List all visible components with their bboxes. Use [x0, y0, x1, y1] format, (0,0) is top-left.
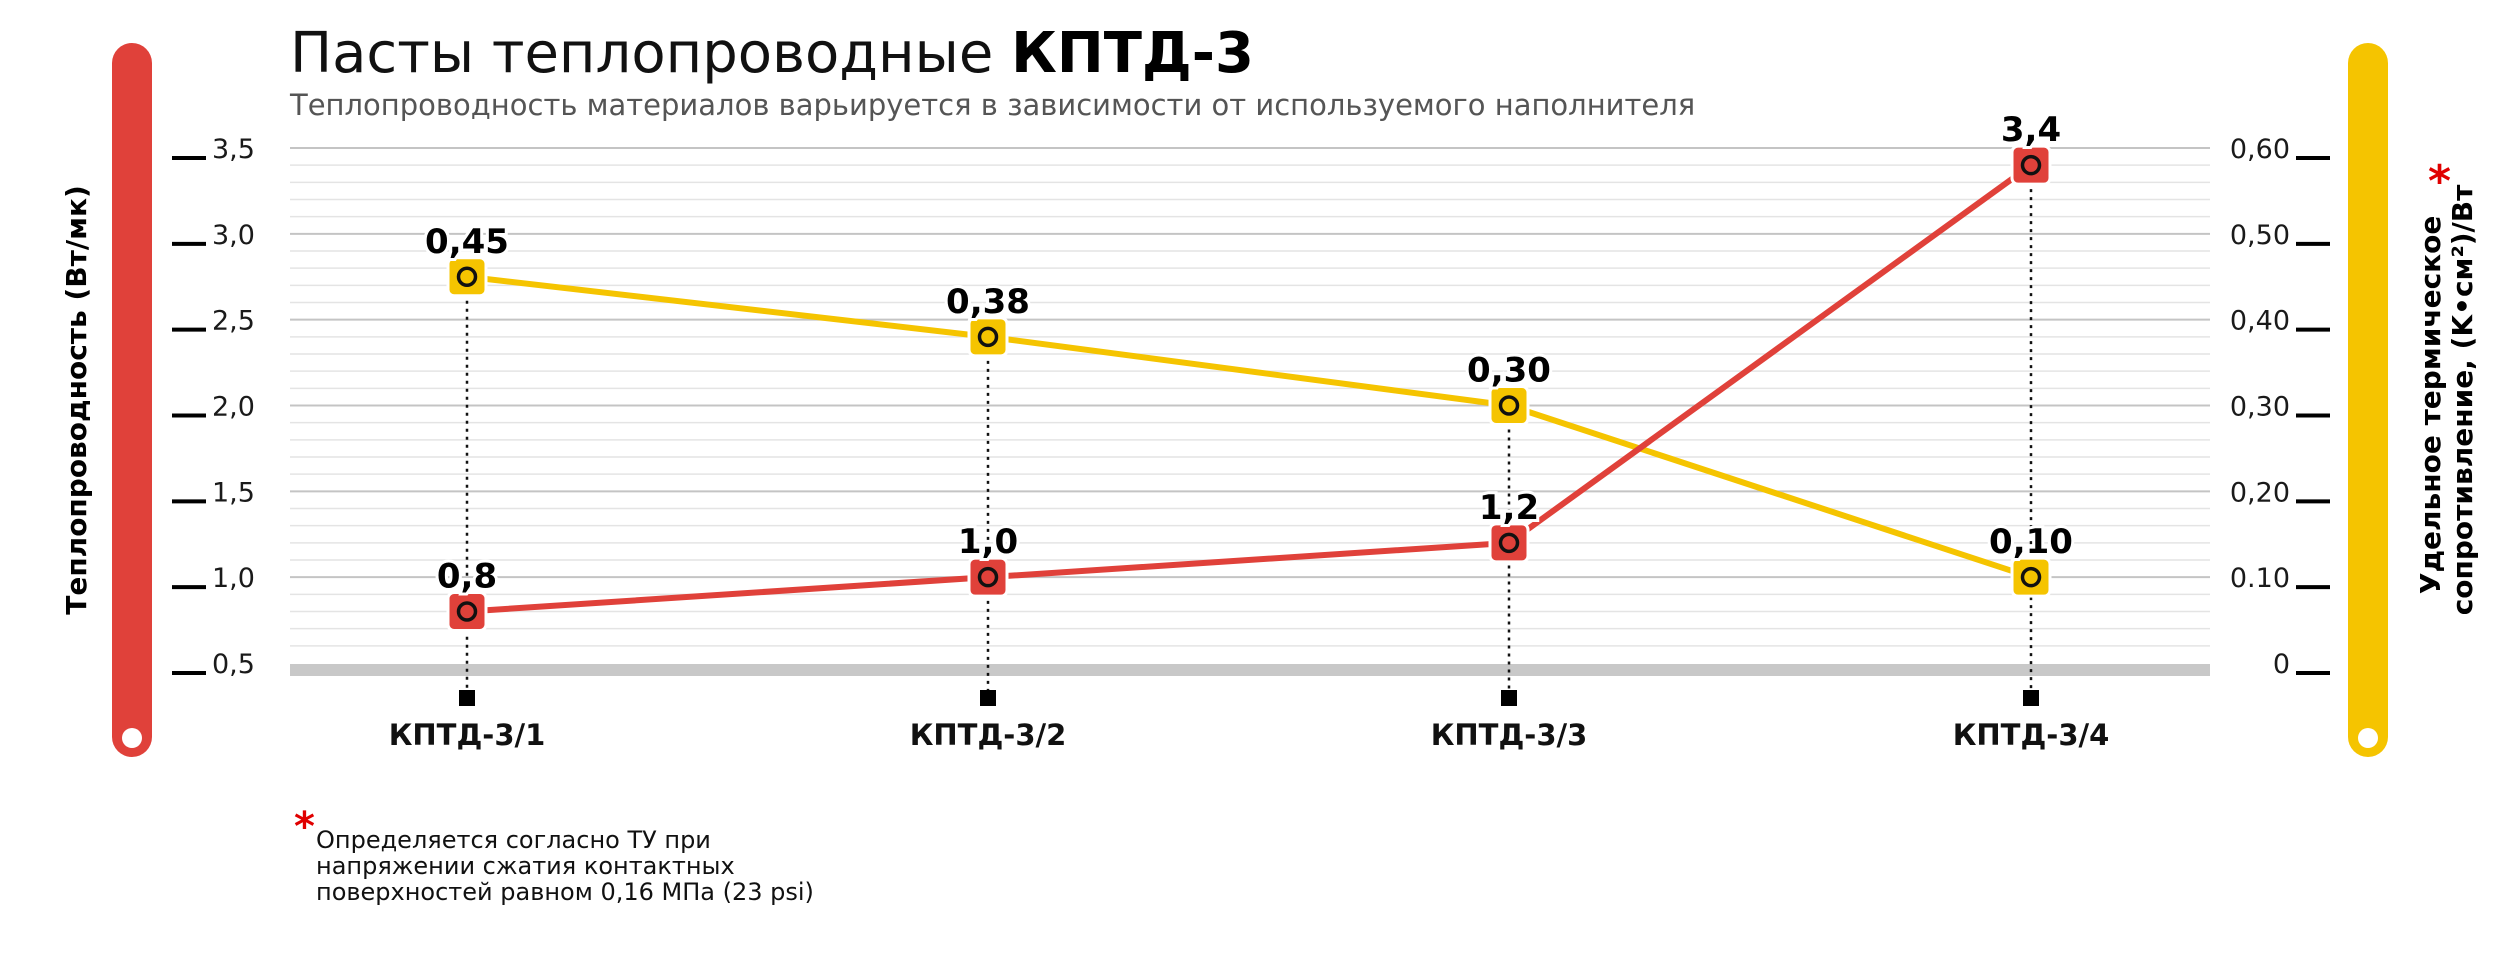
category-tick-square: [459, 690, 475, 706]
right-axis-bar: [2348, 43, 2388, 757]
title-regular: Пасты теплопроводные: [290, 21, 1011, 86]
category-label: КПТД-3/4: [1953, 718, 2110, 752]
right-tick-label: 0,50: [2230, 220, 2290, 251]
data-point-marker: [967, 316, 1009, 358]
category-axis: КПТД-3/1 КПТД-3/2 КПТД-3/3 КПТД-3/4: [389, 690, 2110, 752]
right-axis-asterisk: *: [2428, 156, 2451, 207]
left-tick-label: 3,0: [212, 220, 255, 251]
data-point-marker: [1488, 522, 1530, 564]
footnote-line-2: напряжении сжатия контактных: [316, 852, 735, 880]
category-tick-square: [2023, 690, 2039, 706]
series-line: [466, 162, 2033, 615]
data-label: 0,10: [1989, 522, 2073, 562]
right-axis-title-line2: сопротивление, (K•см²)/Вт: [2446, 184, 2479, 615]
right-tick-label: 0,20: [2230, 477, 2290, 508]
data-point-ring: [456, 266, 478, 287]
right-axis-ticks: 0 0.10 0,20 0,30 0,40 0,50 0,60: [2230, 134, 2330, 680]
footnote-line-1: Определяется согласно ТУ при: [316, 826, 711, 854]
data-label: 0,30: [1467, 351, 1551, 391]
left-tick-label: 2,5: [212, 306, 255, 337]
category-label: КПТД-3/2: [910, 718, 1067, 752]
left-tick-label: 1,0: [212, 563, 255, 594]
title-bold: КПТД-3: [1011, 21, 1254, 86]
value-labels: 0,8 1,0 1,2 3,4 0,45 0,38 0,30 0,10: [422, 107, 2076, 599]
data-label: 0,45: [425, 222, 509, 262]
left-tick-label: 1,5: [212, 477, 255, 508]
left-tick-label: 0,5: [212, 649, 255, 680]
data-point-ring: [2020, 566, 2042, 588]
data-point-marker: [967, 556, 1009, 598]
data-point-marker: [446, 591, 488, 632]
data-point-marker: [2010, 144, 2052, 186]
data-label: 1,0: [958, 522, 1018, 562]
data-label: 0,8: [437, 557, 497, 597]
left-axis-bar: [112, 43, 152, 757]
series-lines: [466, 162, 2033, 615]
data-point-marker: [446, 256, 488, 298]
left-axis-bar-dot: [122, 728, 142, 748]
series-markers: [446, 144, 2052, 632]
right-axis-title: Удельное термическое сопротивление, (K•с…: [2414, 184, 2479, 615]
data-point-marker: [1488, 385, 1530, 426]
data-point-ring: [456, 601, 478, 622]
right-axis-title-line1: Удельное термическое: [2414, 216, 2447, 595]
data-point-ring: [1498, 395, 1520, 416]
category-label: КПТД-3/1: [389, 718, 546, 752]
series-line: [466, 273, 2032, 581]
category-label: КПТД-3/3: [1431, 718, 1588, 752]
data-point-ring: [977, 326, 999, 348]
category-tick-square: [1501, 690, 1517, 706]
grid-lines: [290, 147, 2210, 647]
right-tick-label: 0: [2273, 649, 2290, 680]
x-baseline: [290, 664, 2210, 676]
data-point-ring: [977, 566, 999, 588]
left-axis-ticks: 0,5 1,0 1,5 2,0 2,5 3,0 3,5: [172, 134, 255, 680]
left-tick-label: 2,0: [212, 392, 255, 423]
footnote-asterisk: *: [294, 804, 315, 850]
left-tick-label: 3,5: [212, 134, 255, 165]
right-tick-label: 0,30: [2230, 392, 2290, 423]
data-label: 1,2: [1479, 488, 1539, 528]
data-label: 0,38: [946, 282, 1030, 322]
right-axis-bar-dot: [2358, 728, 2378, 748]
right-tick-label: 0,40: [2230, 306, 2290, 337]
footnote-line-3: поверхностей равном 0,16 МПа (23 psi): [316, 878, 814, 906]
data-point-ring: [2020, 154, 2042, 176]
data-point-ring: [1498, 532, 1520, 554]
chart-title: Пасты теплопроводные КПТД-3: [290, 21, 1254, 86]
category-tick-square: [980, 690, 996, 706]
right-tick-label: 0,60: [2230, 134, 2290, 165]
right-tick-label: 0.10: [2230, 563, 2290, 594]
data-point-marker: [2010, 556, 2052, 598]
chart-subtitle: Теплопроводность материалов варьируется …: [289, 88, 1695, 122]
left-axis-title: Теплопроводность (Вт/мк): [60, 185, 93, 615]
data-label: 3,4: [2001, 110, 2061, 150]
